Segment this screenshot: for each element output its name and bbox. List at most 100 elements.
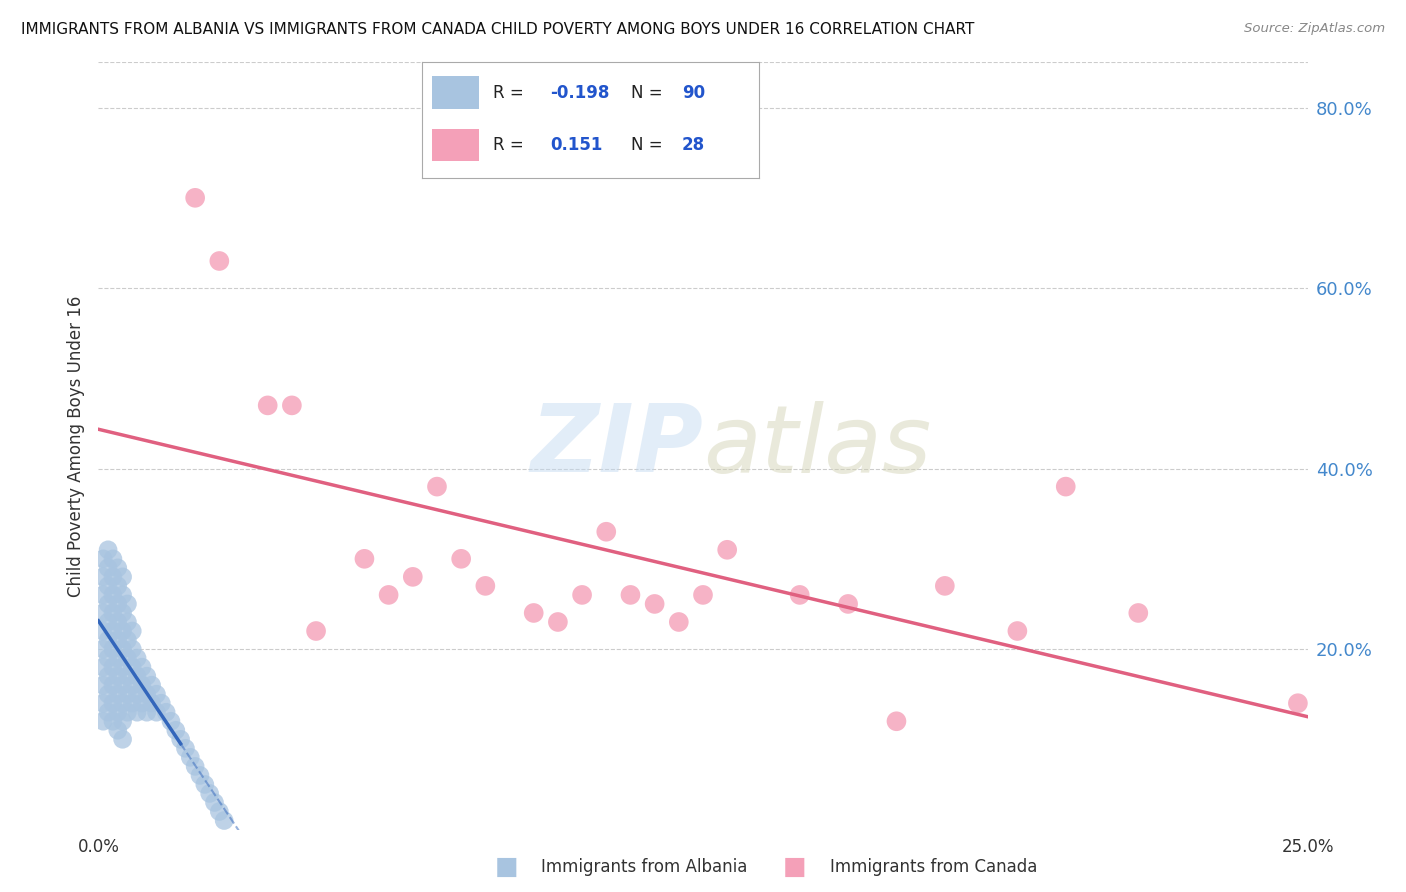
Point	[91, 588, 114, 602]
Point	[121, 678, 143, 692]
Point	[145, 687, 167, 701]
Point	[131, 660, 153, 674]
Text: IMMIGRANTS FROM ALBANIA VS IMMIGRANTS FROM CANADA CHILD POVERTY AMONG BOYS UNDER: IMMIGRANTS FROM ALBANIA VS IMMIGRANTS FR…	[21, 22, 974, 37]
Point	[107, 705, 129, 719]
Point	[169, 732, 191, 747]
Point	[127, 651, 149, 665]
Point	[97, 615, 120, 629]
Point	[127, 705, 149, 719]
Point	[595, 524, 617, 539]
Point	[208, 254, 231, 268]
Point	[1128, 606, 1150, 620]
Point	[111, 570, 134, 584]
Point	[121, 642, 143, 657]
Point	[91, 551, 114, 566]
Point	[101, 570, 124, 584]
Point	[97, 669, 120, 683]
Point	[101, 660, 124, 674]
Point	[450, 551, 472, 566]
Point	[668, 615, 690, 629]
Point	[135, 705, 157, 719]
Point	[145, 705, 167, 719]
Point	[117, 705, 139, 719]
Point	[204, 796, 226, 810]
Point	[91, 606, 114, 620]
Point	[256, 398, 278, 412]
Point	[97, 597, 120, 611]
Point	[121, 696, 143, 710]
Point	[619, 588, 641, 602]
Point	[97, 542, 120, 557]
Point	[101, 714, 124, 729]
Point	[111, 642, 134, 657]
Point	[101, 606, 124, 620]
Point	[150, 696, 173, 710]
Point	[789, 588, 811, 602]
Point	[305, 624, 328, 638]
Point	[111, 588, 134, 602]
Point	[91, 624, 114, 638]
Text: R =: R =	[492, 136, 523, 153]
Point	[426, 480, 449, 494]
Point	[111, 660, 134, 674]
Point	[353, 551, 375, 566]
Point	[107, 651, 129, 665]
Point	[111, 696, 134, 710]
Point	[101, 624, 124, 638]
Point	[184, 191, 207, 205]
Point	[160, 714, 183, 729]
Point	[111, 732, 134, 747]
Text: 90: 90	[682, 84, 704, 102]
Point	[107, 669, 129, 683]
Text: R =: R =	[492, 84, 523, 102]
Y-axis label: Child Poverty Among Boys Under 16: Child Poverty Among Boys Under 16	[66, 295, 84, 597]
Point	[107, 597, 129, 611]
Text: atlas: atlas	[703, 401, 931, 491]
Point	[184, 759, 207, 773]
Point	[131, 678, 153, 692]
Point	[141, 696, 163, 710]
Point	[131, 696, 153, 710]
Point	[117, 597, 139, 611]
Text: ZIP: ZIP	[530, 400, 703, 492]
Point	[107, 687, 129, 701]
Point	[107, 615, 129, 629]
Point	[101, 588, 124, 602]
Point	[117, 633, 139, 648]
Point	[101, 551, 124, 566]
Point	[547, 615, 569, 629]
Text: Immigrants from Albania: Immigrants from Albania	[541, 858, 748, 876]
Point	[1054, 480, 1077, 494]
Point	[97, 705, 120, 719]
Point	[117, 687, 139, 701]
Point	[101, 642, 124, 657]
Point	[188, 768, 211, 782]
Point	[208, 805, 231, 819]
Point	[127, 687, 149, 701]
Text: 28: 28	[682, 136, 704, 153]
Point	[135, 669, 157, 683]
Point	[121, 624, 143, 638]
Text: Source: ZipAtlas.com: Source: ZipAtlas.com	[1244, 22, 1385, 36]
Point	[194, 777, 217, 791]
Point	[837, 597, 859, 611]
Text: N =: N =	[631, 136, 662, 153]
Point	[716, 542, 738, 557]
Point	[886, 714, 908, 729]
Bar	[432, 77, 479, 109]
Point	[165, 723, 187, 738]
Point	[117, 651, 139, 665]
Point	[91, 678, 114, 692]
Point	[402, 570, 425, 584]
Point	[571, 588, 593, 602]
Point	[212, 814, 235, 828]
Point	[523, 606, 546, 620]
Point	[644, 597, 666, 611]
Point	[174, 741, 197, 756]
Point	[377, 588, 399, 602]
Point	[91, 570, 114, 584]
Bar	[432, 128, 479, 161]
Point	[111, 678, 134, 692]
Point	[117, 615, 139, 629]
Point	[107, 633, 129, 648]
